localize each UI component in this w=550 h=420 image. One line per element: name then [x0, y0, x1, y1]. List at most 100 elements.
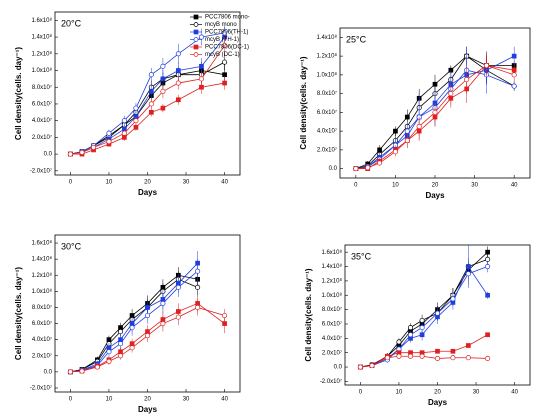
data-point — [149, 109, 154, 115]
legend-label: mcyB mono — [205, 22, 237, 28]
y-tick-label: 0.0 — [334, 365, 343, 371]
legend-label: PCC7806 mono- — [205, 15, 250, 21]
data-point — [106, 349, 112, 355]
x-tick-label: 40 — [221, 180, 228, 186]
y-tick-label: 0.0 — [44, 369, 53, 375]
data-point — [160, 321, 166, 327]
data-point — [160, 88, 166, 94]
data-point — [117, 341, 124, 347]
y-tick-label: 1.6x10⁸ — [31, 17, 52, 24]
data-point — [106, 358, 112, 364]
x-tick-label: 10 — [396, 390, 403, 396]
data-point — [198, 34, 205, 40]
data-point — [511, 83, 517, 89]
y-tick-label: 1.4x10⁸ — [31, 256, 52, 263]
x-tick-label: 10 — [392, 183, 399, 189]
data-point — [106, 139, 112, 145]
data-point — [377, 160, 383, 166]
data-point — [485, 292, 490, 298]
data-point — [175, 51, 181, 57]
legend-marker — [193, 22, 199, 27]
y-tick-label: 0.0 — [44, 152, 53, 158]
data-point — [175, 284, 181, 290]
x-tick-label: 10 — [106, 397, 113, 403]
data-point — [407, 325, 414, 331]
y-tick-label: 1.4x10⁸ — [316, 34, 337, 41]
panel-title: 35°C — [351, 251, 372, 261]
x-tick-label: 30 — [471, 183, 478, 189]
x-tick-label: 20 — [434, 390, 441, 396]
legend-label: PCC7806(TH-1) — [205, 30, 248, 36]
data-point — [175, 68, 181, 73]
data-point — [396, 353, 402, 359]
y-tick-label: 6.0x10⁷ — [322, 321, 342, 328]
panel-title: 30°C — [61, 241, 82, 251]
data-point — [483, 62, 490, 69]
x-tick-label: 0 — [359, 390, 363, 396]
data-point — [419, 353, 425, 359]
y-tick-label: 6.0x10⁷ — [317, 109, 337, 116]
data-point — [369, 363, 375, 369]
x-tick-label: 40 — [221, 397, 228, 403]
data-point — [79, 368, 85, 374]
y-axis-label: Cell density(cells. day⁻¹) — [304, 268, 313, 361]
data-point — [160, 105, 166, 111]
x-tick-label: 0 — [69, 397, 73, 403]
data-point — [353, 166, 359, 172]
y-tick-label: 1.6x10⁸ — [31, 240, 52, 247]
data-point — [419, 332, 425, 338]
data-point — [465, 271, 471, 277]
y-axis-label: Cell density(cells. day⁻¹) — [14, 47, 23, 140]
legend-marker — [193, 44, 199, 50]
y-tick-label: 0.0 — [329, 166, 338, 172]
data-point — [392, 149, 398, 155]
data-point — [485, 249, 490, 255]
panel-title: 25°C — [346, 34, 367, 44]
data-point — [195, 284, 201, 290]
data-point — [160, 76, 166, 82]
data-point — [79, 149, 85, 155]
data-point — [195, 268, 201, 274]
data-point — [407, 332, 414, 338]
data-point — [121, 130, 127, 136]
y-tick-label: 6.0x10⁷ — [32, 101, 52, 108]
data-point — [67, 151, 73, 157]
series-line — [360, 266, 488, 368]
data-point — [148, 72, 154, 78]
legend-marker — [193, 52, 199, 57]
data-point — [432, 109, 438, 115]
series-line — [360, 334, 488, 368]
data-point — [434, 310, 441, 316]
data-point — [393, 128, 398, 134]
y-tick-label: -2.0x10⁷ — [30, 167, 52, 174]
data-point — [160, 300, 166, 306]
x-axis-label: Days — [138, 188, 158, 197]
y-tick-label: 4.0x10⁷ — [317, 128, 337, 135]
data-point — [133, 125, 139, 130]
y-tick-label: 1.2x10⁸ — [31, 272, 52, 279]
y-tick-label: 4.0x10⁷ — [32, 117, 52, 124]
x-tick-label: 30 — [473, 390, 480, 396]
series-line — [70, 262, 198, 373]
data-point — [419, 325, 425, 331]
x-tick-label: 20 — [432, 183, 439, 189]
data-point — [222, 80, 227, 86]
data-point — [450, 355, 456, 361]
y-tick-label: 2.0x10⁷ — [32, 352, 52, 359]
data-point — [117, 329, 124, 335]
data-point — [67, 369, 73, 375]
data-point — [485, 332, 490, 338]
y-tick-label: 8.0x10⁷ — [322, 306, 342, 313]
data-point — [90, 144, 97, 150]
data-point — [407, 353, 414, 359]
data-point — [448, 91, 454, 97]
y-tick-label: 1.0x10⁸ — [321, 292, 342, 299]
y-axis-label: Cell density(cells. day⁻¹) — [14, 267, 23, 360]
y-tick-label: 2.0x10⁷ — [32, 134, 52, 141]
data-point — [485, 263, 491, 270]
data-point — [511, 53, 517, 59]
data-point — [222, 312, 228, 319]
data-point — [222, 72, 227, 78]
x-axis-label: Days — [425, 191, 445, 200]
